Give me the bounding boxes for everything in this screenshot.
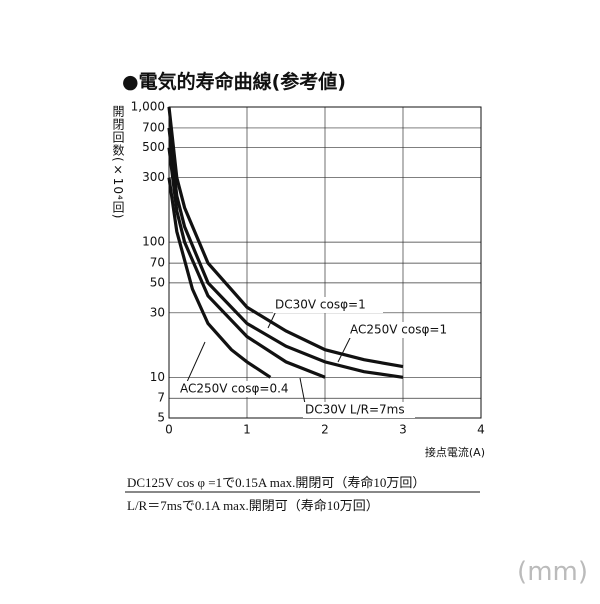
y-axis-label: 開閉回数(×10⁴回)	[111, 105, 125, 220]
y-tick-label: 300	[142, 170, 165, 184]
x-tick-label: 4	[477, 423, 485, 437]
x-axis-label: 接点電流(A)	[425, 445, 485, 459]
y-tick-label: 500	[142, 140, 165, 154]
unit-label: (mm)	[517, 557, 588, 587]
x-tick-label: 0	[165, 423, 173, 437]
x-tick-label: 3	[399, 423, 407, 437]
series-label: AC250V cosφ=0.4	[180, 382, 289, 396]
series-line	[167, 106, 404, 369]
leader-line	[337, 333, 353, 363]
y-tick-label: 5	[157, 411, 165, 425]
series-line	[167, 147, 326, 379]
y-tick-label: 7	[157, 391, 165, 405]
x-tick-label: 1	[243, 423, 251, 437]
label-bg	[303, 402, 415, 418]
series-line	[167, 127, 404, 379]
y-tick-label: 100	[142, 235, 165, 249]
series-line	[167, 177, 272, 379]
y-tick-label: 700	[142, 120, 165, 134]
series-label: DC30V L/R=7ms	[305, 403, 405, 417]
note: DC125V cos φ =1で0.15A max.開閉可（寿命10万回）	[127, 475, 425, 490]
y-tick-label: 50	[150, 275, 165, 289]
series-label: DC30V cosφ=1	[275, 298, 366, 312]
label-bg	[273, 297, 383, 313]
y-tick-label: 1,000	[131, 100, 165, 114]
series-label: AC250V cosφ=1	[350, 323, 447, 337]
label-bg	[178, 381, 300, 397]
y-tick-label: 10	[150, 370, 165, 384]
y-tick-label: 70	[150, 256, 165, 270]
x-tick-label: 2	[321, 423, 329, 437]
label-bg	[348, 322, 470, 338]
chart-title: ●電気的寿命曲線(参考値)	[122, 70, 346, 93]
y-tick-label: 30	[150, 305, 165, 319]
note: L/R＝7msで0.1A max.開閉可（寿命10万回）	[127, 498, 379, 513]
